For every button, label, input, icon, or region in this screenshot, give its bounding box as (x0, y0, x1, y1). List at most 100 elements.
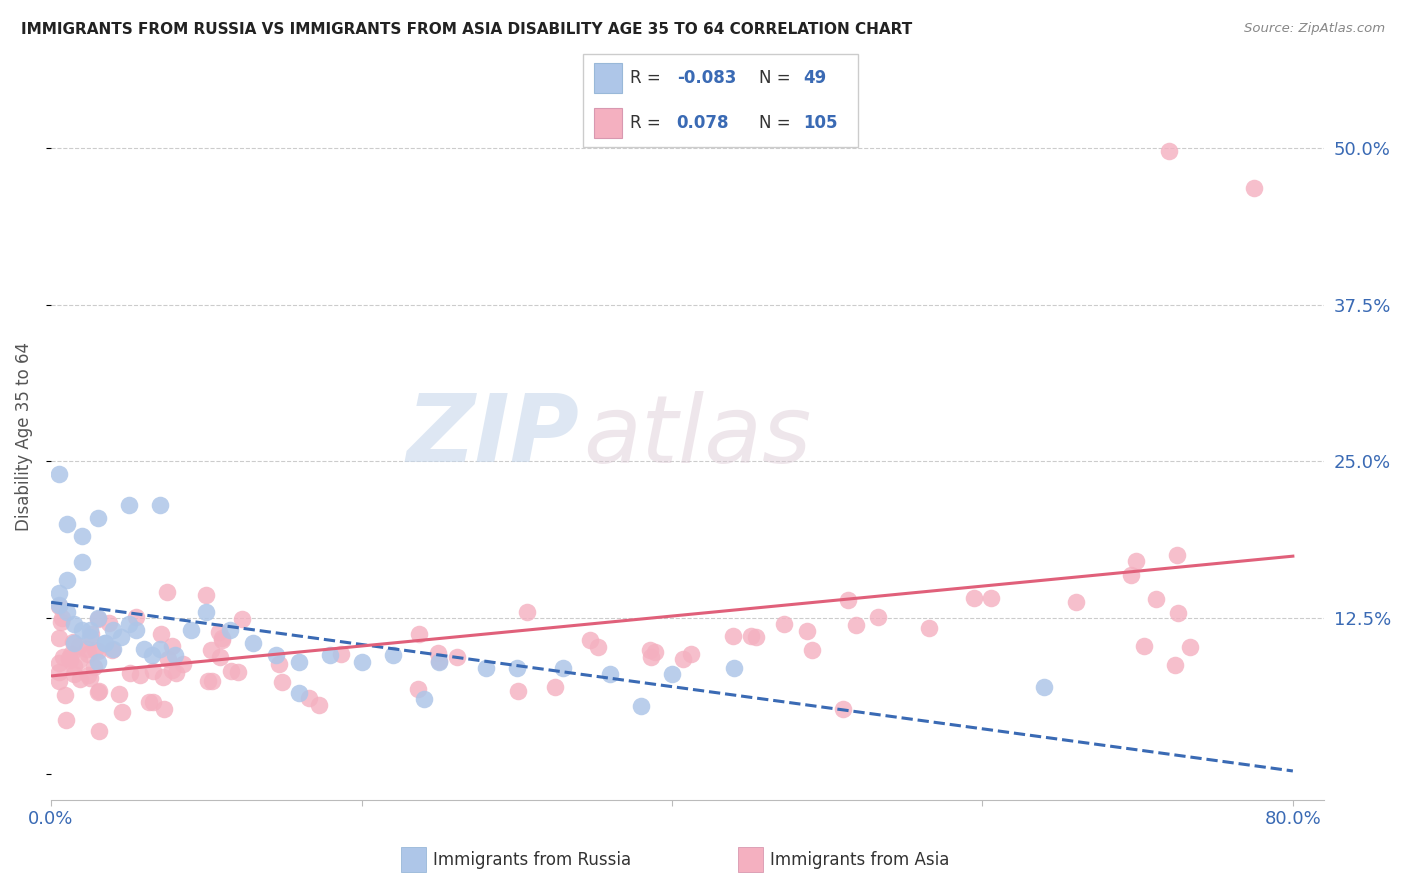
Point (62, 659, 84, 673)
Text: 0.078: 0.078 (676, 114, 730, 132)
Point (543, 680, 565, 694)
Point (87, 685, 110, 699)
Point (84, 642, 107, 657)
Point (661, 667, 683, 681)
Point (211, 631, 233, 645)
Point (638, 643, 661, 657)
Point (264, 648, 287, 663)
Point (125, 624, 148, 638)
Point (48, 673, 70, 688)
Point (630, 698, 652, 713)
Point (744, 630, 766, 644)
Point (70, 624, 93, 638)
Point (118, 498, 141, 512)
Point (586, 640, 609, 655)
Point (87, 612, 110, 626)
Point (149, 627, 172, 641)
Point (506, 683, 529, 698)
Point (201, 674, 224, 689)
Point (406, 681, 429, 696)
Point (70, 555, 93, 569)
Point (219, 664, 242, 678)
Point (963, 591, 986, 606)
Point (67, 639, 90, 653)
Text: IMMIGRANTS FROM RUSSIA VS IMMIGRANTS FROM ASIA DISABILITY AGE 35 TO 64 CORRELATI: IMMIGRANTS FROM RUSSIA VS IMMIGRANTS FRO… (21, 22, 912, 37)
Point (723, 661, 745, 675)
Point (59, 653, 82, 667)
Point (242, 636, 264, 650)
Point (118, 665, 141, 680)
Point (330, 648, 353, 662)
Y-axis label: Disability Age 35 to 64: Disability Age 35 to 64 (15, 342, 32, 531)
Point (1167, 606, 1189, 620)
Point (350, 655, 373, 669)
Point (101, 624, 124, 638)
Point (160, 639, 183, 653)
Point (141, 648, 163, 663)
Point (1243, 181, 1265, 195)
Point (868, 610, 890, 624)
Point (101, 642, 124, 657)
Point (110, 705, 132, 719)
Point (63, 617, 86, 632)
Point (288, 686, 311, 700)
Point (153, 701, 176, 715)
Point (209, 650, 232, 665)
Point (427, 655, 450, 669)
Point (644, 645, 666, 659)
Point (267, 657, 290, 671)
Point (69, 673, 91, 687)
Point (108, 687, 131, 701)
Point (55, 516, 77, 531)
Point (980, 591, 1002, 605)
Point (48, 665, 70, 680)
Point (58, 650, 80, 665)
Point (1157, 144, 1180, 158)
Point (1164, 657, 1187, 672)
Point (83, 660, 105, 674)
Point (1180, 640, 1202, 654)
Text: Immigrants from Asia: Immigrants from Asia (770, 851, 950, 869)
Point (48, 599, 70, 613)
Point (87, 723, 110, 738)
Point (506, 661, 529, 675)
Point (298, 691, 321, 706)
Point (381, 648, 404, 663)
Point (1166, 548, 1188, 562)
Point (134, 642, 156, 657)
Point (553, 661, 575, 675)
Text: R =: R = (630, 69, 666, 87)
FancyBboxPatch shape (595, 63, 621, 93)
Point (165, 665, 187, 680)
Point (1064, 595, 1087, 609)
Point (408, 627, 430, 641)
Point (55, 713, 77, 727)
Point (94, 636, 117, 650)
Point (48, 467, 70, 481)
Point (60, 647, 83, 661)
Text: 49: 49 (803, 69, 827, 87)
Point (837, 593, 859, 607)
Point (427, 646, 450, 660)
Point (62, 667, 84, 681)
Point (48, 656, 70, 670)
Point (197, 673, 219, 688)
Point (157, 652, 180, 666)
Text: 105: 105 (803, 114, 838, 132)
Point (62, 635, 84, 649)
Point (446, 650, 468, 665)
Point (86, 655, 108, 669)
Point (208, 624, 231, 639)
Point (1132, 639, 1154, 653)
Point (79, 671, 101, 685)
Point (308, 698, 330, 712)
Point (412, 692, 434, 706)
Point (138, 694, 160, 708)
Point (149, 642, 172, 657)
Text: Immigrants from Russia: Immigrants from Russia (433, 851, 631, 869)
Text: R =: R = (630, 114, 671, 132)
Point (800, 642, 823, 657)
Point (681, 647, 703, 661)
Text: N =: N = (759, 114, 796, 132)
Point (48, 631, 70, 645)
